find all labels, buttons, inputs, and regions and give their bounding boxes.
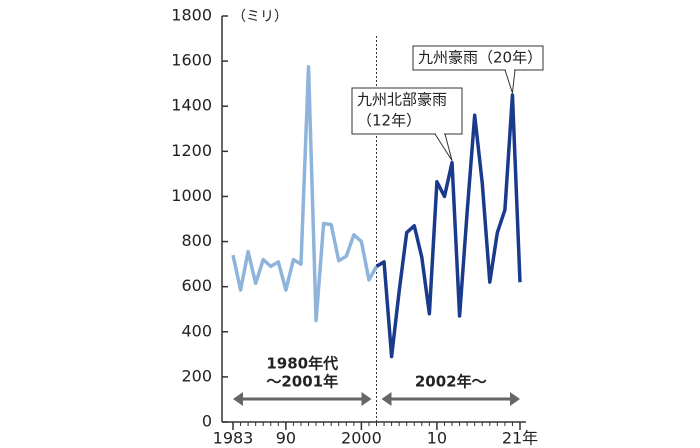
x-tick-label: 21年 <box>502 429 538 448</box>
callout-label: （12年） <box>357 112 421 130</box>
y-tick-label: 1200 <box>171 141 212 160</box>
callout-pointer <box>434 133 453 161</box>
y-tick-label: 1800 <box>171 6 212 25</box>
period-label: 1980年代 <box>266 355 338 373</box>
series-line <box>231 65 379 323</box>
callout-pointer <box>504 69 516 94</box>
y-tick-label: 1600 <box>171 51 212 70</box>
callout-label: 九州北部豪雨 <box>357 91 447 109</box>
y-unit: （ミリ） <box>232 9 288 25</box>
y-tick-label: 0 <box>202 412 212 431</box>
y-tick-label: 400 <box>181 321 212 340</box>
y-tick-label: 1400 <box>171 96 212 115</box>
x-tick-label: 90 <box>276 429 296 448</box>
y-tick-label: 800 <box>181 231 212 250</box>
y-tick-label: 600 <box>181 276 212 295</box>
x-tick-label: 1983 <box>213 429 254 448</box>
x-tick-label: 10 <box>427 429 447 448</box>
series-line <box>375 93 522 359</box>
period-label: 2002年〜 <box>415 373 487 391</box>
callout-box <box>351 87 463 135</box>
callout-label: 九州豪雨（20年） <box>418 49 542 67</box>
x-tick-label: 2000 <box>341 429 382 448</box>
callout-box <box>412 45 544 71</box>
y-tick-label: 200 <box>181 366 212 385</box>
period-label: 〜2001年 <box>266 373 338 391</box>
y-tick-label: 1000 <box>171 186 212 205</box>
